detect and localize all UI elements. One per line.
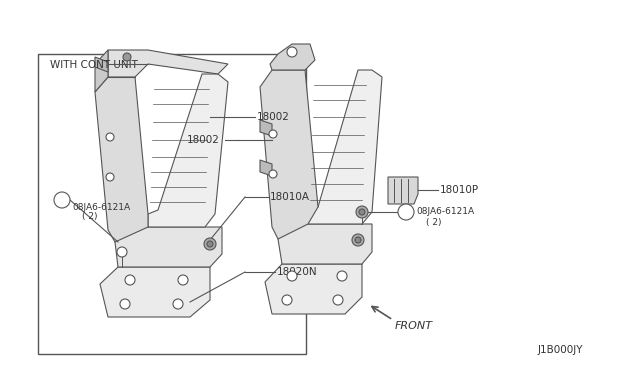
Text: WITH CONT UNIT: WITH CONT UNIT (50, 60, 138, 70)
Circle shape (123, 53, 131, 61)
Polygon shape (388, 177, 418, 204)
Circle shape (287, 47, 297, 57)
Text: 18010A: 18010A (270, 192, 310, 202)
Text: J1B000JY: J1B000JY (538, 345, 584, 355)
Circle shape (398, 204, 414, 220)
Polygon shape (308, 70, 382, 224)
Circle shape (125, 275, 135, 285)
Circle shape (355, 237, 361, 243)
Polygon shape (260, 160, 272, 176)
Text: 08JA6-6121A: 08JA6-6121A (72, 202, 130, 212)
Circle shape (282, 295, 292, 305)
Text: FRONT: FRONT (395, 321, 433, 331)
Circle shape (287, 271, 297, 281)
Circle shape (356, 206, 368, 218)
Circle shape (352, 234, 364, 246)
Circle shape (359, 209, 365, 215)
Polygon shape (95, 57, 108, 72)
Circle shape (333, 295, 343, 305)
Polygon shape (108, 50, 228, 77)
Polygon shape (100, 267, 210, 317)
Circle shape (117, 247, 127, 257)
Circle shape (178, 275, 188, 285)
Text: ( 2): ( 2) (426, 218, 442, 227)
Circle shape (337, 271, 347, 281)
Polygon shape (270, 44, 315, 70)
Text: 18010P: 18010P (440, 185, 479, 195)
Circle shape (207, 241, 213, 247)
Circle shape (106, 173, 114, 181)
Text: 08JA6-6121A: 08JA6-6121A (416, 208, 474, 217)
Polygon shape (265, 264, 362, 314)
Polygon shape (115, 227, 222, 267)
Polygon shape (95, 50, 108, 92)
Polygon shape (95, 77, 148, 242)
Text: 18002: 18002 (257, 112, 290, 122)
Text: B: B (403, 208, 408, 217)
Circle shape (106, 133, 114, 141)
Circle shape (269, 170, 277, 178)
Circle shape (204, 238, 216, 250)
Polygon shape (148, 74, 228, 227)
Circle shape (54, 192, 70, 208)
Text: 18002: 18002 (187, 135, 220, 145)
Text: ( 2): ( 2) (82, 212, 97, 221)
Bar (38, 54, 306, 354)
Polygon shape (278, 224, 372, 264)
Text: B: B (60, 196, 65, 205)
Text: 18020N: 18020N (277, 267, 317, 277)
Circle shape (173, 299, 183, 309)
Circle shape (269, 130, 277, 138)
Polygon shape (260, 70, 318, 239)
Polygon shape (260, 120, 272, 136)
Circle shape (120, 299, 130, 309)
